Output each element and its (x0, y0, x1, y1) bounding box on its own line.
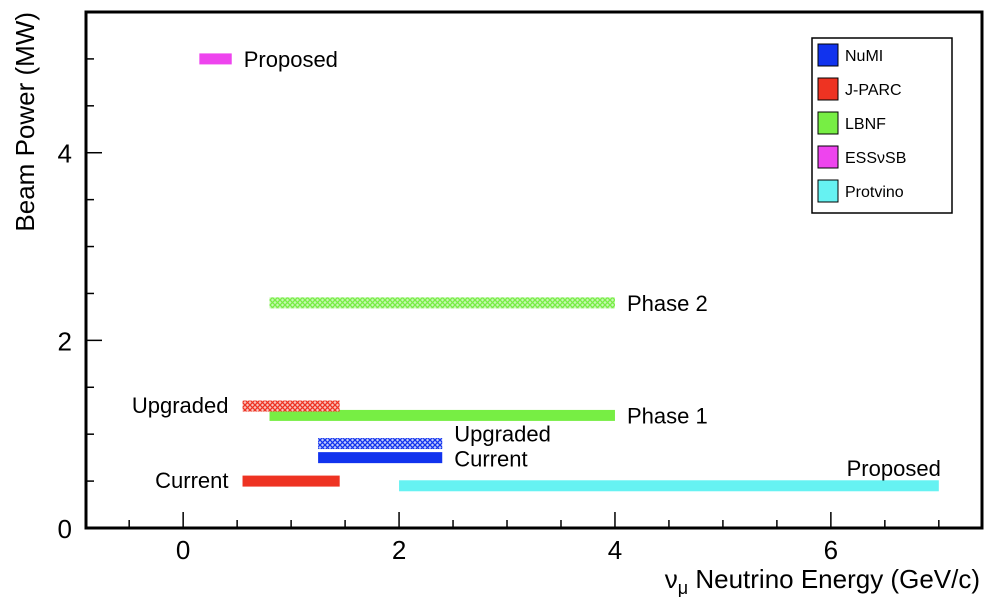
annotation-numi-current: Current (454, 447, 527, 472)
legend-swatch-ess-sb (817, 145, 839, 169)
x-tick-label: 6 (824, 535, 838, 565)
x-axis: 0 2 4 6 (128, 512, 940, 565)
annotation-ess-sb-proposed: Proposed (244, 47, 338, 72)
y-axis-title: Beam Power (MW) (10, 12, 40, 232)
bar-numi-upgraded (318, 438, 443, 450)
legend: NuMI J-PARC LBNF ESSνSB Protvino (811, 37, 953, 214)
bar-ess-sb-proposed (199, 53, 232, 65)
legend-label-protvino: Protvino (845, 184, 904, 201)
legend-label-ess-sb: ESSνSB (845, 150, 906, 167)
y-tick-label: 0 (58, 514, 72, 544)
annotation-lbnf-phase-2: Phase 2 (627, 291, 708, 316)
legend-label-j-parc: J-PARC (845, 82, 902, 99)
legend-label-lbnf: LBNF (845, 116, 886, 133)
y-axis: 0 2 4 (58, 11, 102, 544)
x-tick-label: 0 (176, 535, 190, 565)
annotation-protvino-proposed: Proposed (847, 456, 941, 481)
x-tick-label: 4 (608, 535, 622, 565)
legend-swatch-numi (817, 43, 839, 67)
annotation-lbnf-phase-1: Phase 1 (627, 403, 708, 428)
legend-swatch-j-parc (817, 77, 839, 101)
bar-j-parc-current (242, 475, 340, 487)
bar-protvino-proposed (399, 480, 939, 492)
annotation-numi-upgraded: Upgraded (454, 422, 551, 447)
annotation-j-parc-upgraded: Upgraded (132, 393, 229, 418)
legend-label-numi: NuMI (845, 48, 883, 65)
x-axis-title: νμ Neutrino Energy (GeV/c) (665, 564, 980, 597)
annotation-j-parc-current: Current (155, 468, 228, 493)
y-tick-label: 4 (58, 139, 72, 169)
bar-lbnf-phase-2 (269, 297, 615, 309)
x-tick-label: 2 (392, 535, 406, 565)
y-tick-label: 2 (58, 326, 72, 356)
bar-numi-current (318, 452, 443, 464)
legend-swatch-lbnf (817, 111, 839, 135)
legend-swatch-protvino (817, 179, 839, 203)
bar-lbnf-phase-1 (269, 409, 615, 421)
bar-j-parc-upgraded (242, 400, 340, 412)
bars-layer (199, 53, 939, 492)
plot-frame (84, 10, 984, 530)
